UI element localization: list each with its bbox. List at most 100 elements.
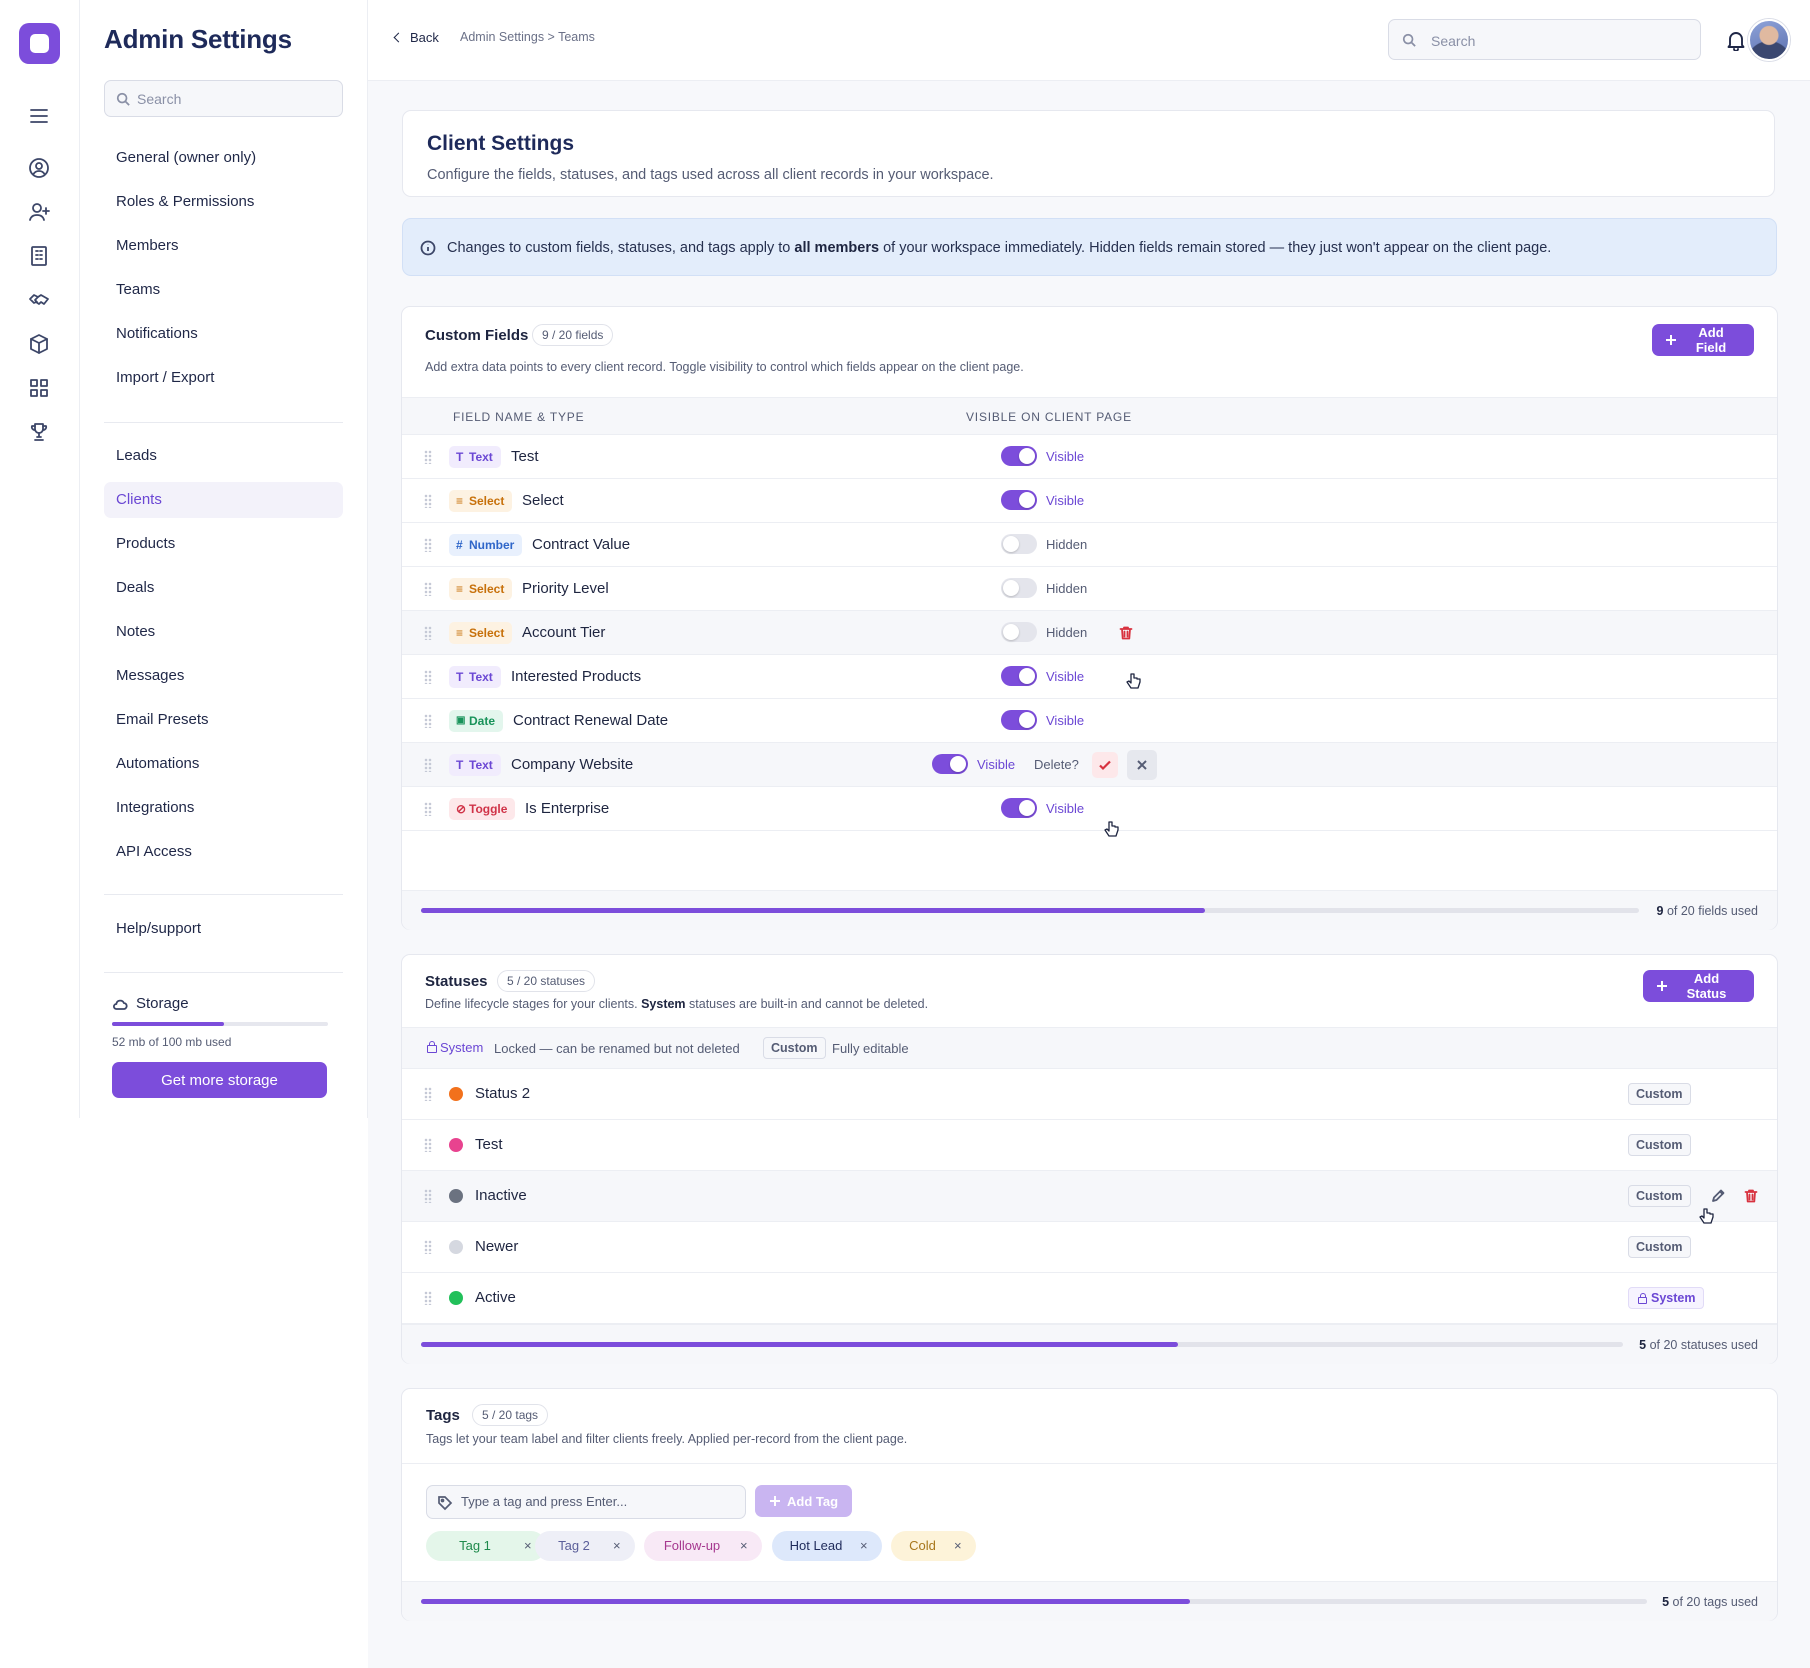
visibility-toggle[interactable] bbox=[1001, 534, 1037, 554]
drag-handle-icon[interactable] bbox=[424, 802, 432, 816]
drag-handle-icon[interactable] bbox=[424, 670, 432, 684]
top-search-placeholder: Search bbox=[1431, 33, 1476, 49]
drag-handle-icon[interactable] bbox=[424, 1138, 432, 1152]
sidebar-item-clients[interactable]: Clients bbox=[104, 482, 343, 518]
tag-chip[interactable]: Tag 2 × bbox=[535, 1531, 635, 1561]
top-search-input[interactable]: Search bbox=[1388, 19, 1701, 60]
tag-chip[interactable]: Follow-up × bbox=[644, 1531, 762, 1561]
visibility-toggle[interactable] bbox=[932, 754, 968, 774]
sidebar-divider bbox=[104, 422, 343, 423]
user-circle-icon[interactable] bbox=[27, 156, 51, 180]
tag-input-field[interactable] bbox=[426, 1485, 746, 1519]
field-type-badge: Text bbox=[449, 446, 501, 468]
drag-handle-icon[interactable] bbox=[424, 582, 432, 596]
drag-handle-icon[interactable] bbox=[424, 450, 432, 464]
field-type-badge: Select bbox=[449, 490, 513, 512]
cancel-delete-close-icon[interactable] bbox=[1127, 750, 1157, 780]
visibility-toggle[interactable] bbox=[1001, 578, 1037, 598]
get-more-storage-button[interactable]: Get more storage bbox=[112, 1062, 327, 1098]
add-status-button[interactable]: Add Status bbox=[1643, 970, 1754, 1002]
visibility-toggle[interactable] bbox=[1001, 798, 1037, 818]
field-row: Toggle Is Enterprise Visible bbox=[402, 787, 1777, 831]
sidebar-item-email-presets[interactable]: Email Presets bbox=[116, 711, 209, 728]
sidebar-item-deals[interactable]: Deals bbox=[116, 579, 155, 596]
visibility-toggle[interactable] bbox=[1001, 666, 1037, 686]
drag-handle-icon[interactable] bbox=[424, 758, 432, 772]
trophy-icon[interactable] bbox=[27, 420, 51, 444]
tag-chip[interactable]: Cold × bbox=[891, 1531, 976, 1561]
add-tag-button[interactable]: Add Tag bbox=[755, 1485, 852, 1517]
sidebar-item-import-export[interactable]: Import / Export bbox=[116, 369, 215, 386]
sidebar-item-help[interactable]: Help/support bbox=[116, 920, 202, 937]
tag-chip[interactable]: Hot Lead × bbox=[772, 1531, 882, 1561]
sidebar-item-general[interactable]: General (owner only) bbox=[116, 149, 257, 166]
confirm-delete-check-icon[interactable] bbox=[1092, 752, 1118, 778]
drag-handle-icon[interactable] bbox=[424, 494, 432, 508]
sidebar-item-messages[interactable]: Messages bbox=[116, 667, 185, 684]
status-kind-badge: Custom bbox=[1628, 1185, 1691, 1207]
tags-card: Tags 5 / 20 tags Tags let your team labe… bbox=[401, 1388, 1778, 1621]
tag-chip[interactable]: Tag 1 × bbox=[426, 1531, 546, 1561]
field-name: Test bbox=[511, 448, 539, 465]
sidebar-item-teams[interactable]: Teams bbox=[116, 281, 161, 298]
handshake-icon[interactable] bbox=[27, 288, 51, 312]
sidebar-search-input[interactable]: Search bbox=[104, 80, 343, 117]
tags-divider bbox=[402, 1463, 1777, 1464]
avatar[interactable] bbox=[1748, 19, 1790, 61]
drag-handle-icon[interactable] bbox=[424, 1087, 432, 1101]
user-plus-icon[interactable] bbox=[27, 200, 51, 224]
remove-tag-close-icon[interactable]: × bbox=[860, 1538, 868, 1553]
remove-tag-close-icon[interactable]: × bbox=[613, 1538, 621, 1553]
sidebar-item-api-access[interactable]: API Access bbox=[116, 843, 192, 860]
drag-handle-icon[interactable] bbox=[424, 1291, 432, 1305]
storage-progress bbox=[112, 1022, 328, 1026]
remove-tag-close-icon[interactable]: × bbox=[740, 1538, 748, 1553]
sidebar-item-integrations[interactable]: Integrations bbox=[116, 799, 195, 816]
breadcrumb: Admin Settings > Teams bbox=[460, 30, 595, 44]
field-row: Text Company Website Visible Delete? bbox=[402, 743, 1777, 787]
menu-icon[interactable] bbox=[27, 104, 51, 128]
trash-icon[interactable] bbox=[1738, 1183, 1764, 1209]
bell-icon[interactable] bbox=[1726, 29, 1746, 52]
back-button[interactable]: Back bbox=[392, 30, 439, 45]
drag-handle-icon[interactable] bbox=[424, 1189, 432, 1203]
add-field-button[interactable]: Add Field bbox=[1652, 324, 1754, 356]
legend-custom-chip: Custom bbox=[763, 1037, 826, 1059]
sidebar-item-notifications[interactable]: Notifications bbox=[116, 325, 198, 342]
legend-system-text: Locked — can be renamed but not deleted bbox=[494, 1041, 740, 1056]
sidebar-item-products[interactable]: Products bbox=[116, 535, 176, 552]
visibility-toggle[interactable] bbox=[1001, 446, 1037, 466]
sidebar-item-notes[interactable]: Notes bbox=[116, 623, 156, 640]
visibility-toggle[interactable] bbox=[1001, 622, 1037, 642]
status-name: Newer bbox=[475, 1238, 519, 1255]
visibility-state: Visible bbox=[1046, 449, 1085, 464]
tag-label: Follow-up bbox=[663, 1538, 721, 1553]
visibility-toggle[interactable] bbox=[1001, 490, 1037, 510]
tags-usage-track bbox=[421, 1599, 1647, 1604]
drag-handle-icon[interactable] bbox=[424, 1240, 432, 1254]
sidebar-item-roles[interactable]: Roles & Permissions bbox=[116, 193, 255, 210]
drag-handle-icon[interactable] bbox=[424, 538, 432, 552]
field-name: Priority Level bbox=[522, 580, 609, 597]
sidebar-item-automations[interactable]: Automations bbox=[116, 755, 200, 772]
field-row: Text Interested Products Visible bbox=[402, 655, 1777, 699]
tag-input[interactable] bbox=[461, 1494, 731, 1509]
status-row: Test Custom bbox=[402, 1120, 1777, 1171]
remove-tag-close-icon[interactable]: × bbox=[524, 1538, 532, 1553]
drag-handle-icon[interactable] bbox=[424, 714, 432, 728]
field-name: Interested Products bbox=[511, 668, 642, 685]
edit-pencil-icon[interactable] bbox=[1705, 1183, 1731, 1209]
remove-tag-close-icon[interactable]: × bbox=[954, 1538, 962, 1553]
custom-fields-usage-text: 9 of 20 fields used bbox=[1656, 904, 1758, 918]
visibility-toggle[interactable] bbox=[1001, 710, 1037, 730]
drag-handle-icon[interactable] bbox=[424, 626, 432, 640]
app-logo[interactable] bbox=[19, 23, 60, 64]
trash-icon[interactable] bbox=[1113, 620, 1139, 646]
status-kind-badge: Custom bbox=[1628, 1236, 1691, 1258]
building-icon[interactable] bbox=[27, 244, 51, 268]
grid-icon[interactable] bbox=[27, 376, 51, 400]
status-color-dot bbox=[449, 1138, 463, 1152]
box-icon[interactable] bbox=[27, 332, 51, 356]
sidebar-item-leads[interactable]: Leads bbox=[116, 447, 157, 464]
sidebar-item-members[interactable]: Members bbox=[116, 237, 179, 254]
